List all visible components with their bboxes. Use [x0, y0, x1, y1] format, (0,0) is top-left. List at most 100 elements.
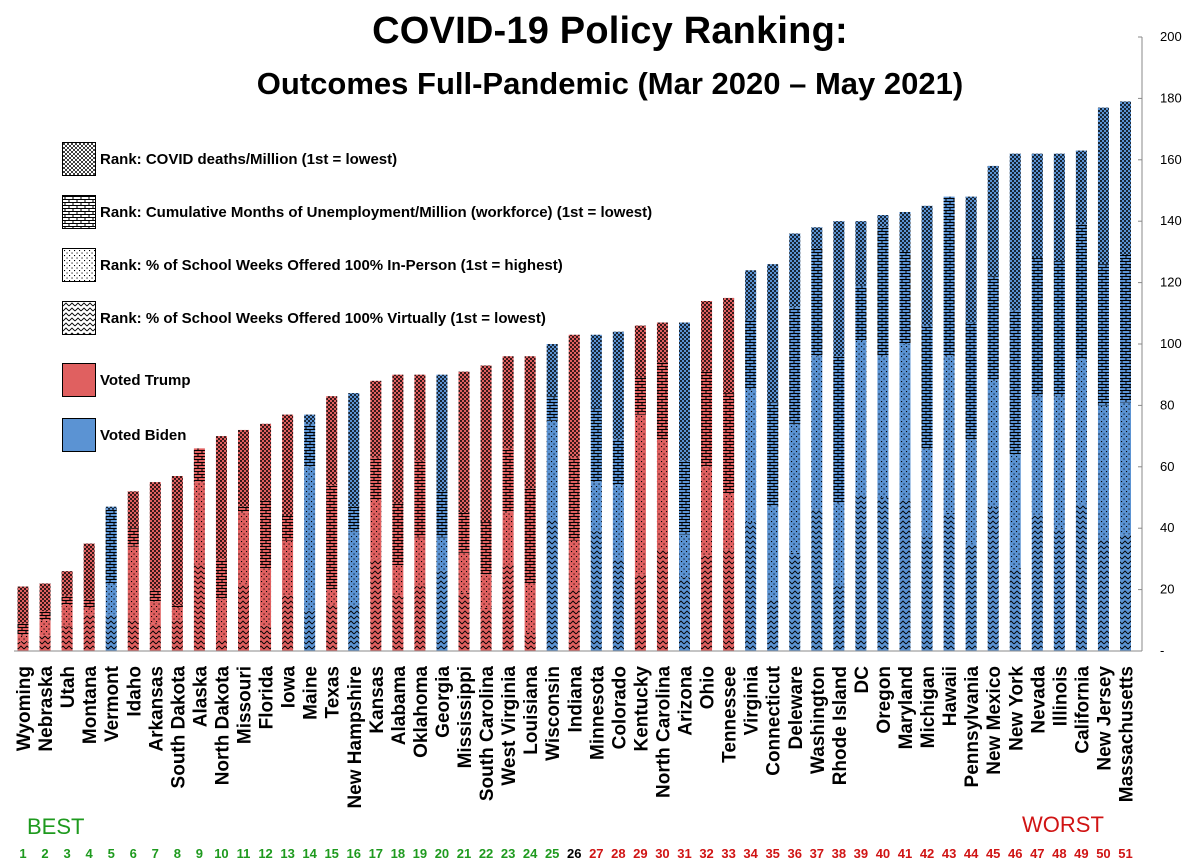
bar-texture-rhode-island-inperson [833, 503, 845, 587]
legend-label-biden: Voted Biden [100, 426, 187, 444]
bar-texture-new-york-deaths [1009, 153, 1021, 311]
bar-texture-illinois-unemployment [1053, 261, 1065, 397]
rank-label-44: 44 [964, 846, 979, 861]
bar-texture-deleware-virtual [789, 552, 801, 651]
rank-label-27: 27 [589, 846, 603, 861]
x-label-hawaii: Hawaii [940, 666, 961, 726]
bar-texture-nebraska-unemployment [39, 611, 51, 621]
bar-texture-new-jersey-inperson [1097, 405, 1109, 541]
x-label-arkansas: Arkansas [146, 666, 167, 752]
bar-texture-south-carolina-deaths [480, 365, 492, 523]
bar-texture-new-mexico-inperson [987, 380, 999, 507]
bar-texture-iowa-virtual [282, 595, 294, 651]
x-label-new-hampshire: New Hampshire [345, 666, 366, 809]
y-tick-label-0: - [1160, 643, 1164, 658]
bar-texture-connecticut-inperson [767, 506, 779, 599]
bar-texture-arkansas-deaths [149, 482, 161, 590]
legend-item-inperson: Rank: % of School Weeks Offered 100% In-… [62, 248, 563, 282]
x-label-montana: Montana [80, 666, 101, 745]
bar-texture-kentucky-unemployment [634, 377, 646, 415]
bar-texture-colorado-unemployment [612, 439, 624, 486]
bar-texture-connecticut-virtual [767, 598, 779, 651]
rank-label-13: 13 [280, 846, 294, 861]
bar-texture-nevada-inperson [1031, 396, 1043, 516]
bar-texture-wyoming-virtual [17, 641, 29, 651]
bar-texture-new-york-virtual [1009, 568, 1021, 651]
bar-texture-minnesota-deaths [590, 334, 602, 409]
rank-label-26: 26 [567, 846, 581, 861]
rank-label-22: 22 [479, 846, 493, 861]
bar-texture-indiana-deaths [568, 334, 580, 458]
bar-texture-washington-inperson [811, 356, 823, 510]
bar-texture-nebraska-inperson [39, 620, 51, 636]
y-tick-label-60: 60 [1160, 459, 1174, 474]
bar-texture-indiana-inperson [568, 540, 580, 590]
bar-texture-alabama-inperson [392, 565, 404, 596]
bar-texture-alaska-unemployment [193, 448, 205, 483]
y-axis: - 20 40 60 80 100 120 140 160 180 200 [14, 29, 1182, 658]
bar-texture-rhode-island-virtual [833, 586, 845, 651]
bar-texture-minnesota-unemployment [590, 408, 602, 483]
x-label-north-dakota: North Dakota [212, 666, 233, 786]
unemployment-swatch-icon [62, 195, 96, 229]
x-label-idaho: Idaho [124, 666, 145, 717]
rank-label-30: 30 [655, 846, 669, 861]
bar-texture-missouri-unemployment [238, 506, 249, 513]
x-label-virginia: Virginia [742, 666, 763, 736]
rank-label-6: 6 [130, 846, 137, 861]
rank-label-19: 19 [413, 846, 427, 861]
bar-texture-massachusetts-unemployment [1120, 254, 1131, 403]
x-label-arizona: Arizona [676, 666, 697, 736]
bar-texture-oklahoma-virtual [414, 586, 426, 651]
rank-label-34: 34 [743, 846, 758, 861]
x-label-kansas: Kansas [367, 666, 388, 734]
bar-texture-massachusetts-inperson [1120, 402, 1131, 535]
bar-texture-minnesota-inperson [590, 482, 602, 532]
x-label-georgia: Georgia [433, 666, 454, 738]
bar-texture-north-carolina-unemployment [656, 362, 668, 440]
legend-item-deaths: Rank: COVID deaths/Million (1st = lowest… [62, 142, 397, 176]
x-label-maine: Maine [301, 666, 322, 720]
bar-texture-wyoming-inperson [17, 635, 29, 642]
x-label-massachusetts: Massachusetts [1117, 666, 1138, 802]
x-label-california: California [1072, 666, 1093, 754]
x-label-vermont: Vermont [102, 665, 123, 742]
y-tick-label-80: 80 [1160, 397, 1174, 412]
bar-texture-vermont-deaths [105, 506, 117, 510]
rank-labels: 1 2 3 4 5 6 7 8 9 10 11 12 13 14 15 16 17 18 19 20 21 22 23 24 2… [19, 846, 1132, 861]
rank-label-11: 11 [237, 846, 251, 861]
bar-texture-washington-virtual [811, 509, 823, 651]
bar-texture-dc-unemployment [855, 285, 867, 341]
rank-label-29: 29 [633, 846, 647, 861]
rank-label-41: 41 [898, 846, 912, 861]
rank-label-1: 1 [19, 846, 26, 861]
bar-texture-new-jersey-virtual [1097, 540, 1109, 651]
bar-texture-new-hampshire-deaths [348, 393, 360, 507]
bar-texture-virginia-unemployment [745, 319, 757, 391]
rank-label-46: 46 [1008, 846, 1022, 861]
bar-texture-ohio-virtual [701, 555, 713, 651]
bar-texture-michigan-unemployment [921, 325, 933, 449]
bar-texture-new-hampshire-unemployment [348, 506, 360, 532]
bar-texture-tennessee-virtual [723, 549, 735, 651]
bar-texture-maryland-virtual [899, 500, 911, 651]
bar-texture-south-carolina-inperson [480, 574, 492, 609]
bar-texture-montana-inperson [83, 608, 95, 615]
bar-texture-connecticut-unemployment [767, 402, 779, 507]
legend-label-trump: Voted Trump [100, 371, 191, 389]
bar-texture-georgia-virtual [436, 571, 448, 651]
biden-swatch [62, 418, 96, 452]
bar-texture-idaho-virtual [127, 620, 139, 651]
x-label-oklahoma: Oklahoma [411, 666, 432, 758]
bar-texture-north-carolina-inperson [656, 439, 668, 550]
bar-texture-illinois-inperson [1053, 396, 1065, 529]
legend-item-virtual: Rank: % of School Weeks Offered 100% Vir… [62, 301, 546, 335]
rank-label-37: 37 [810, 846, 824, 861]
bar-texture-north-dakota-unemployment [215, 558, 227, 599]
bar-texture-nevada-virtual [1031, 515, 1043, 651]
bar-texture-texas-virtual [326, 604, 338, 651]
bar-texture-arizona-deaths [679, 322, 690, 461]
bar-texture-tennessee-deaths [723, 297, 735, 394]
bar-texture-maine-deaths [304, 414, 316, 424]
chart-subtitle: Outcomes Full-Pandemic (Mar 2020 – May 2… [256, 66, 964, 101]
